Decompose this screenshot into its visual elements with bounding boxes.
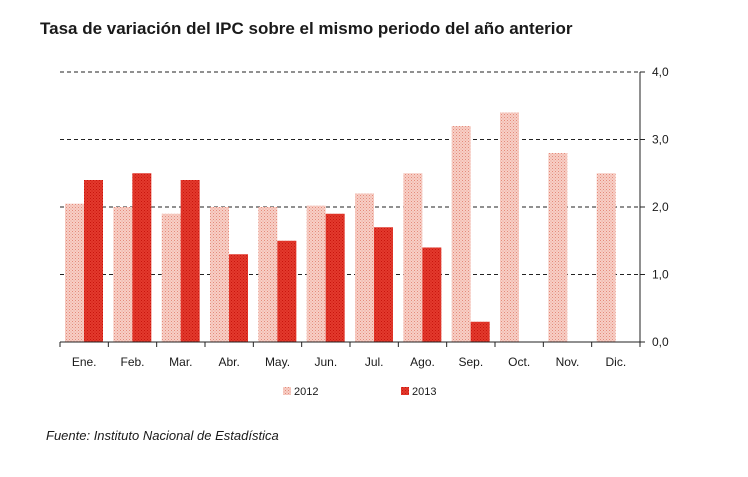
bar-2013-4 xyxy=(277,240,297,342)
bar-2012-2 xyxy=(161,213,181,342)
bar-2013-3 xyxy=(229,254,248,342)
x-tick-label: Dic. xyxy=(605,355,626,369)
x-tick-label: Jul. xyxy=(365,355,384,369)
x-tick-label: Nov. xyxy=(556,355,580,369)
bar-2012-4 xyxy=(258,207,278,342)
bar-2012-8 xyxy=(451,126,471,342)
legend: 2012 2013 xyxy=(283,386,436,398)
grid-layer xyxy=(60,71,640,275)
chart-title: Tasa de variación del IPC sobre el mismo… xyxy=(40,19,573,38)
bar-2013-8 xyxy=(470,321,490,342)
bar-2013-5 xyxy=(325,213,345,342)
bar-2012-6 xyxy=(355,193,374,342)
y-tick-label: 3,0 xyxy=(652,133,669,147)
source-note: Fuente: Instituto Nacional de Estadístic… xyxy=(46,428,279,443)
bar-2012-5 xyxy=(306,205,326,342)
bar-2012-1 xyxy=(113,207,133,342)
y-tick-label: 4,0 xyxy=(652,65,669,79)
legend-label-2013: 2013 xyxy=(412,386,436,398)
x-tick-label: Sep. xyxy=(458,355,483,369)
x-tick-label: Feb. xyxy=(120,355,144,369)
x-tick-label: Ago. xyxy=(410,355,435,369)
x-tick-label: Abr. xyxy=(218,355,239,369)
y-tick-label: 1,0 xyxy=(652,268,669,282)
x-tick-label: Oct. xyxy=(508,355,530,369)
x-tick-label: Jun. xyxy=(314,355,337,369)
bar-2013-7 xyxy=(422,247,442,342)
bar-2012-11 xyxy=(596,173,616,342)
bar-2012-7 xyxy=(403,173,423,342)
y-tick-label: 0,0 xyxy=(652,335,669,349)
bar-2012-3 xyxy=(210,207,229,342)
legend-label-2012: 2012 xyxy=(294,386,318,398)
x-tick-label: May. xyxy=(265,355,290,369)
bar-2013-0 xyxy=(84,180,103,342)
bar-2013-1 xyxy=(132,173,152,342)
y-tick-label: 2,0 xyxy=(652,200,669,214)
bar-2013-6 xyxy=(374,227,393,342)
legend-swatch-2013 xyxy=(401,387,409,395)
bar-2012-10 xyxy=(548,153,568,342)
legend-swatch-2012 xyxy=(283,387,291,395)
bar-2013-2 xyxy=(180,180,200,342)
x-tick-label: Ene. xyxy=(72,355,97,369)
x-tick-label: Mar. xyxy=(169,355,192,369)
axis-layer: 0,0 1,0 2,0 3,0 4,0 Ene. Feb. Mar. Abr. May. Jun. J… xyxy=(59,65,669,369)
bar-2012-9 xyxy=(500,112,519,342)
bar-2012-0 xyxy=(65,203,84,342)
bar-layer xyxy=(65,112,616,342)
